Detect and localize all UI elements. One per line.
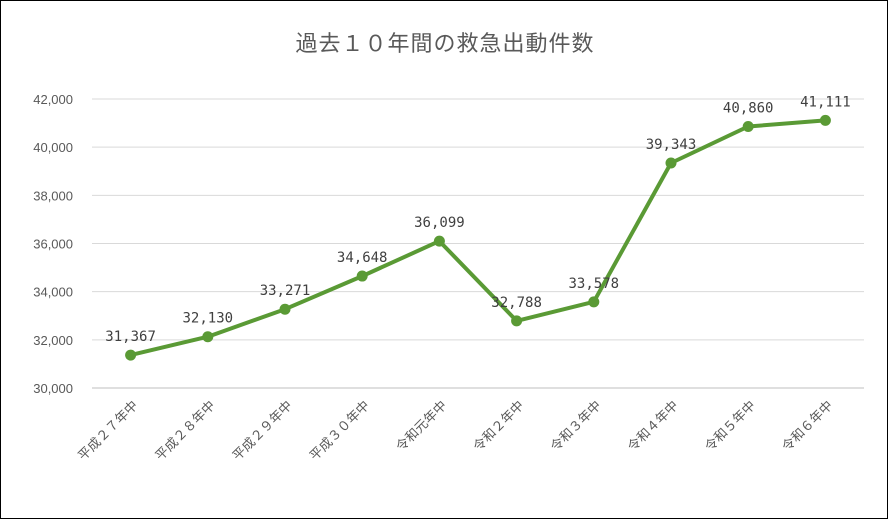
y-tick-label: 42,000 [33, 92, 73, 107]
data-label: 40,860 [723, 100, 774, 116]
x-tick-label: 令和２年中 [471, 398, 528, 455]
data-label: 41,111 [800, 94, 851, 110]
y-tick-label: 30,000 [33, 381, 73, 396]
data-point [356, 270, 368, 282]
y-tick-label: 32,000 [33, 333, 73, 348]
data-label: 33,271 [260, 283, 311, 299]
x-tick-label: 平成２８年中 [153, 398, 219, 464]
x-tick-label: 令和４年中 [625, 398, 682, 455]
data-point [279, 303, 291, 315]
data-point [202, 331, 214, 343]
x-tick-label: 平成２９年中 [230, 398, 296, 464]
y-tick-label: 34,000 [33, 285, 73, 300]
data-point [125, 349, 137, 361]
x-tick-label: 令和６年中 [780, 398, 837, 455]
series-line [128, 118, 828, 358]
data-label: 32,130 [183, 311, 234, 327]
y-tick-label: 40,000 [33, 140, 73, 155]
x-tick-label: 平成３０年中 [307, 398, 373, 464]
data-label: 31,367 [105, 329, 156, 345]
data-point [588, 296, 600, 308]
data-point [819, 114, 831, 126]
y-tick-label: 36,000 [33, 237, 73, 252]
x-tick-label: 令和５年中 [702, 398, 759, 455]
data-label: 39,343 [646, 137, 697, 153]
data-point [665, 157, 677, 169]
data-label: 34,648 [337, 250, 388, 266]
x-tick-label: 令和元年中 [394, 398, 451, 455]
data-label: 36,099 [414, 215, 465, 231]
data-point [511, 315, 523, 327]
x-tick-label: 令和３年中 [548, 398, 605, 455]
data-point [433, 235, 445, 247]
data-label: 32,788 [491, 295, 542, 311]
chart-title: 過去１０年間の救急出動件数 [295, 32, 595, 57]
data-label: 33,578 [569, 276, 620, 292]
x-tick-label: 平成２７年中 [76, 398, 142, 464]
y-tick-label: 38,000 [33, 188, 73, 203]
data-point [742, 120, 754, 132]
